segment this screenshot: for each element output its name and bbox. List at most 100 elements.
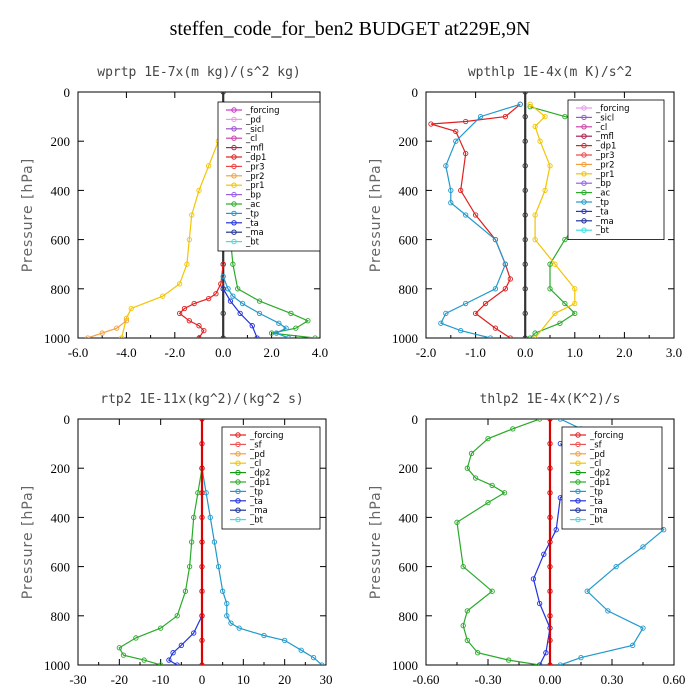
data-point-forcing: [522, 261, 528, 267]
legend-marker: [581, 105, 587, 111]
data-point-dp1: [206, 295, 212, 302]
data-point-pr1: [160, 293, 166, 299]
data-point-dp1: [189, 539, 195, 545]
data-point-pr1: [189, 212, 195, 218]
x-tick-label: -4.0: [116, 345, 137, 360]
data-point-ac: [527, 335, 533, 338]
data-point-tp: [276, 320, 282, 326]
data-point-dp1: [186, 318, 192, 324]
data-point-forcing: [199, 539, 205, 545]
legend-entry: _dp2: [249, 469, 270, 479]
data-point-pr1: [123, 315, 130, 321]
y-tick-label: 600: [399, 560, 419, 575]
legend-marker: [235, 516, 241, 523]
legend-marker: [235, 441, 241, 448]
data-point-ac: [562, 236, 568, 243]
data-point-pr1: [532, 212, 538, 218]
data-point-tp: [298, 647, 304, 653]
series-line-tp: [440, 103, 521, 338]
legend-marker: [575, 479, 581, 485]
legend-marker: [575, 460, 581, 466]
data-point-dp1: [158, 662, 164, 665]
legend-entry: _mfl: [245, 144, 264, 154]
x-tick-label: 4.0: [312, 345, 328, 360]
y-tick-label: 1000: [392, 331, 418, 346]
legend-marker: [231, 182, 237, 188]
data-point-dp1: [482, 300, 489, 307]
legend-marker: [575, 469, 581, 476]
data-point-forcing: [547, 637, 553, 644]
data-point-ac: [547, 286, 553, 292]
legend-marker: [581, 180, 587, 186]
data-point-tp: [502, 261, 509, 267]
data-point-pr1: [118, 335, 125, 338]
data-point-forcing: [199, 662, 205, 665]
data-point-tp: [443, 163, 449, 169]
data-point-tp: [224, 613, 230, 619]
data-point-forcing: [522, 187, 528, 194]
x-tick-label: -2.0: [165, 345, 186, 360]
legend-entry: _bt: [589, 516, 604, 526]
data-point-dp1: [463, 150, 469, 157]
x-tick-label: 0.0: [517, 345, 533, 360]
legend-marker: [575, 516, 581, 523]
legend: _forcing_pd_sicl_cl_mfl_dp1_pr3_pr2_pr1_…: [217, 101, 321, 252]
data-point-pr1: [547, 163, 553, 169]
data-point-forcing: [522, 212, 528, 218]
series-line-tp: [201, 468, 323, 665]
data-point-tp: [578, 654, 584, 661]
data-point-pr2: [123, 318, 130, 324]
y-tick-label: 1000: [44, 331, 70, 346]
data-point-pr1: [206, 163, 212, 169]
data-point-tp: [310, 654, 317, 661]
x-tick-label: -0.60: [412, 672, 439, 687]
legend-entry: _tp: [589, 487, 603, 497]
data-point-forcing: [547, 588, 553, 594]
data-point-tp: [584, 588, 590, 594]
legend-marker: [235, 451, 241, 457]
legend-entry: _sicl: [595, 113, 614, 123]
data-point-forcing: [199, 419, 205, 422]
data-point-forcing: [522, 310, 528, 317]
data-point-tp: [438, 320, 444, 326]
data-point-pr1: [552, 310, 558, 317]
data-point-dp1: [182, 588, 189, 594]
data-point-dp1: [489, 588, 495, 594]
data-point-dp1: [120, 652, 127, 658]
y-axis-label: Pressure [hPa]: [368, 158, 384, 272]
y-tick-label: 600: [399, 233, 419, 248]
legend-marker: [581, 189, 587, 196]
data-point-ac: [235, 286, 241, 292]
legend-marker: [231, 210, 237, 217]
data-point-tp: [236, 625, 242, 631]
data-point-forcing: [220, 335, 226, 338]
legend-entry: _dp1: [245, 153, 266, 163]
x-tick-label: 0.0: [215, 345, 231, 360]
data-point-ac: [230, 261, 236, 267]
data-point-dp1: [485, 436, 491, 442]
data-point-dp1: [502, 113, 509, 120]
data-point-dp1: [116, 645, 122, 651]
data-point-dp1: [196, 335, 202, 338]
data-point-pr2: [114, 325, 120, 331]
legend-marker: [575, 441, 581, 448]
legend-entry: _cl: [245, 134, 257, 144]
y-tick-label: 0: [412, 412, 419, 427]
data-point-ta: [541, 551, 547, 557]
legend-entry: _ma: [589, 506, 608, 516]
legend-entry: _tp: [249, 487, 263, 497]
data-point-tp: [448, 187, 454, 194]
panel-title: thlp2 1E-4x(K^2)/s: [480, 392, 621, 407]
data-point-forcing: [547, 539, 553, 545]
data-point-tp: [230, 293, 236, 299]
data-point-dp1: [158, 625, 164, 631]
x-tick-label: -0.30: [474, 672, 501, 687]
y-tick-label: 1000: [44, 658, 70, 673]
data-point-tp: [487, 335, 494, 338]
data-point-forcing: [522, 286, 528, 292]
data-point-dp1: [428, 121, 434, 127]
data-point-pr1: [196, 187, 202, 194]
data-point-dp1: [464, 608, 470, 614]
data-point-tp: [220, 273, 226, 280]
data-point-tp: [273, 330, 280, 336]
